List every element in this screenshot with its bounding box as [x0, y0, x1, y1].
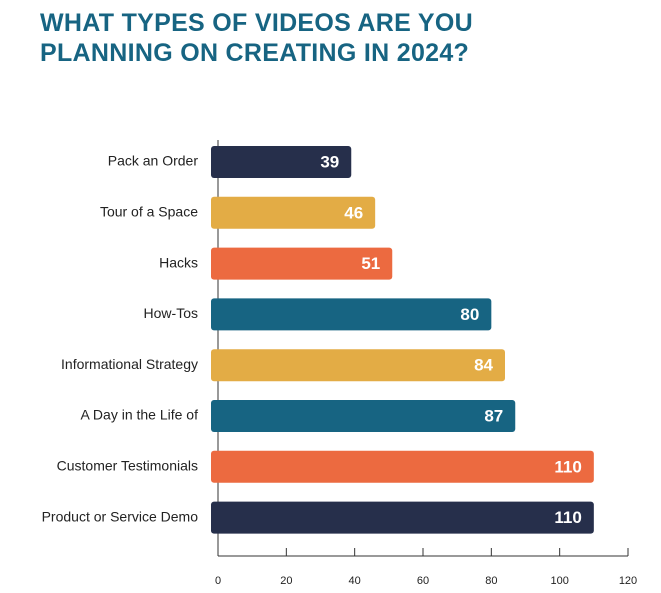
chart-title: WHAT TYPES OF VIDEOS ARE YOU PLANNING ON…	[40, 9, 473, 67]
bar	[211, 298, 492, 331]
value-label: 110	[554, 457, 581, 476]
value-label: 110	[554, 508, 581, 527]
value-label: 51	[361, 254, 380, 273]
y-tick-label: How-Tos	[144, 305, 198, 321]
bar	[211, 349, 505, 382]
y-tick-label: Tour of a Space	[100, 204, 198, 220]
bar	[211, 247, 393, 280]
value-label: 46	[344, 203, 363, 222]
y-tick-label: Informational Strategy	[61, 356, 198, 372]
x-tick-label: 40	[349, 575, 361, 587]
bar	[211, 400, 516, 432]
value-label: 39	[320, 152, 339, 171]
x-tick-label: 80	[485, 575, 497, 587]
x-tick-label: 100	[550, 575, 568, 587]
bar	[211, 450, 594, 483]
y-tick-label: Product or Service Demo	[42, 508, 199, 524]
x-tick-label: 120	[619, 575, 637, 587]
x-tick-label: 60	[417, 575, 429, 587]
y-tick-label: Pack an Order	[108, 153, 199, 169]
value-label: 87	[484, 406, 503, 425]
x-tick-label: 0	[215, 575, 221, 587]
value-label: 84	[474, 356, 493, 375]
bar	[211, 196, 376, 229]
y-tick-label: Customer Testimonials	[57, 458, 198, 474]
bar	[211, 501, 594, 534]
value-label: 80	[460, 305, 479, 324]
y-tick-label: A Day in the Life of	[80, 407, 198, 423]
x-tick-label: 20	[280, 575, 292, 587]
y-tick-label: Hacks	[159, 254, 198, 270]
bar	[211, 146, 352, 178]
